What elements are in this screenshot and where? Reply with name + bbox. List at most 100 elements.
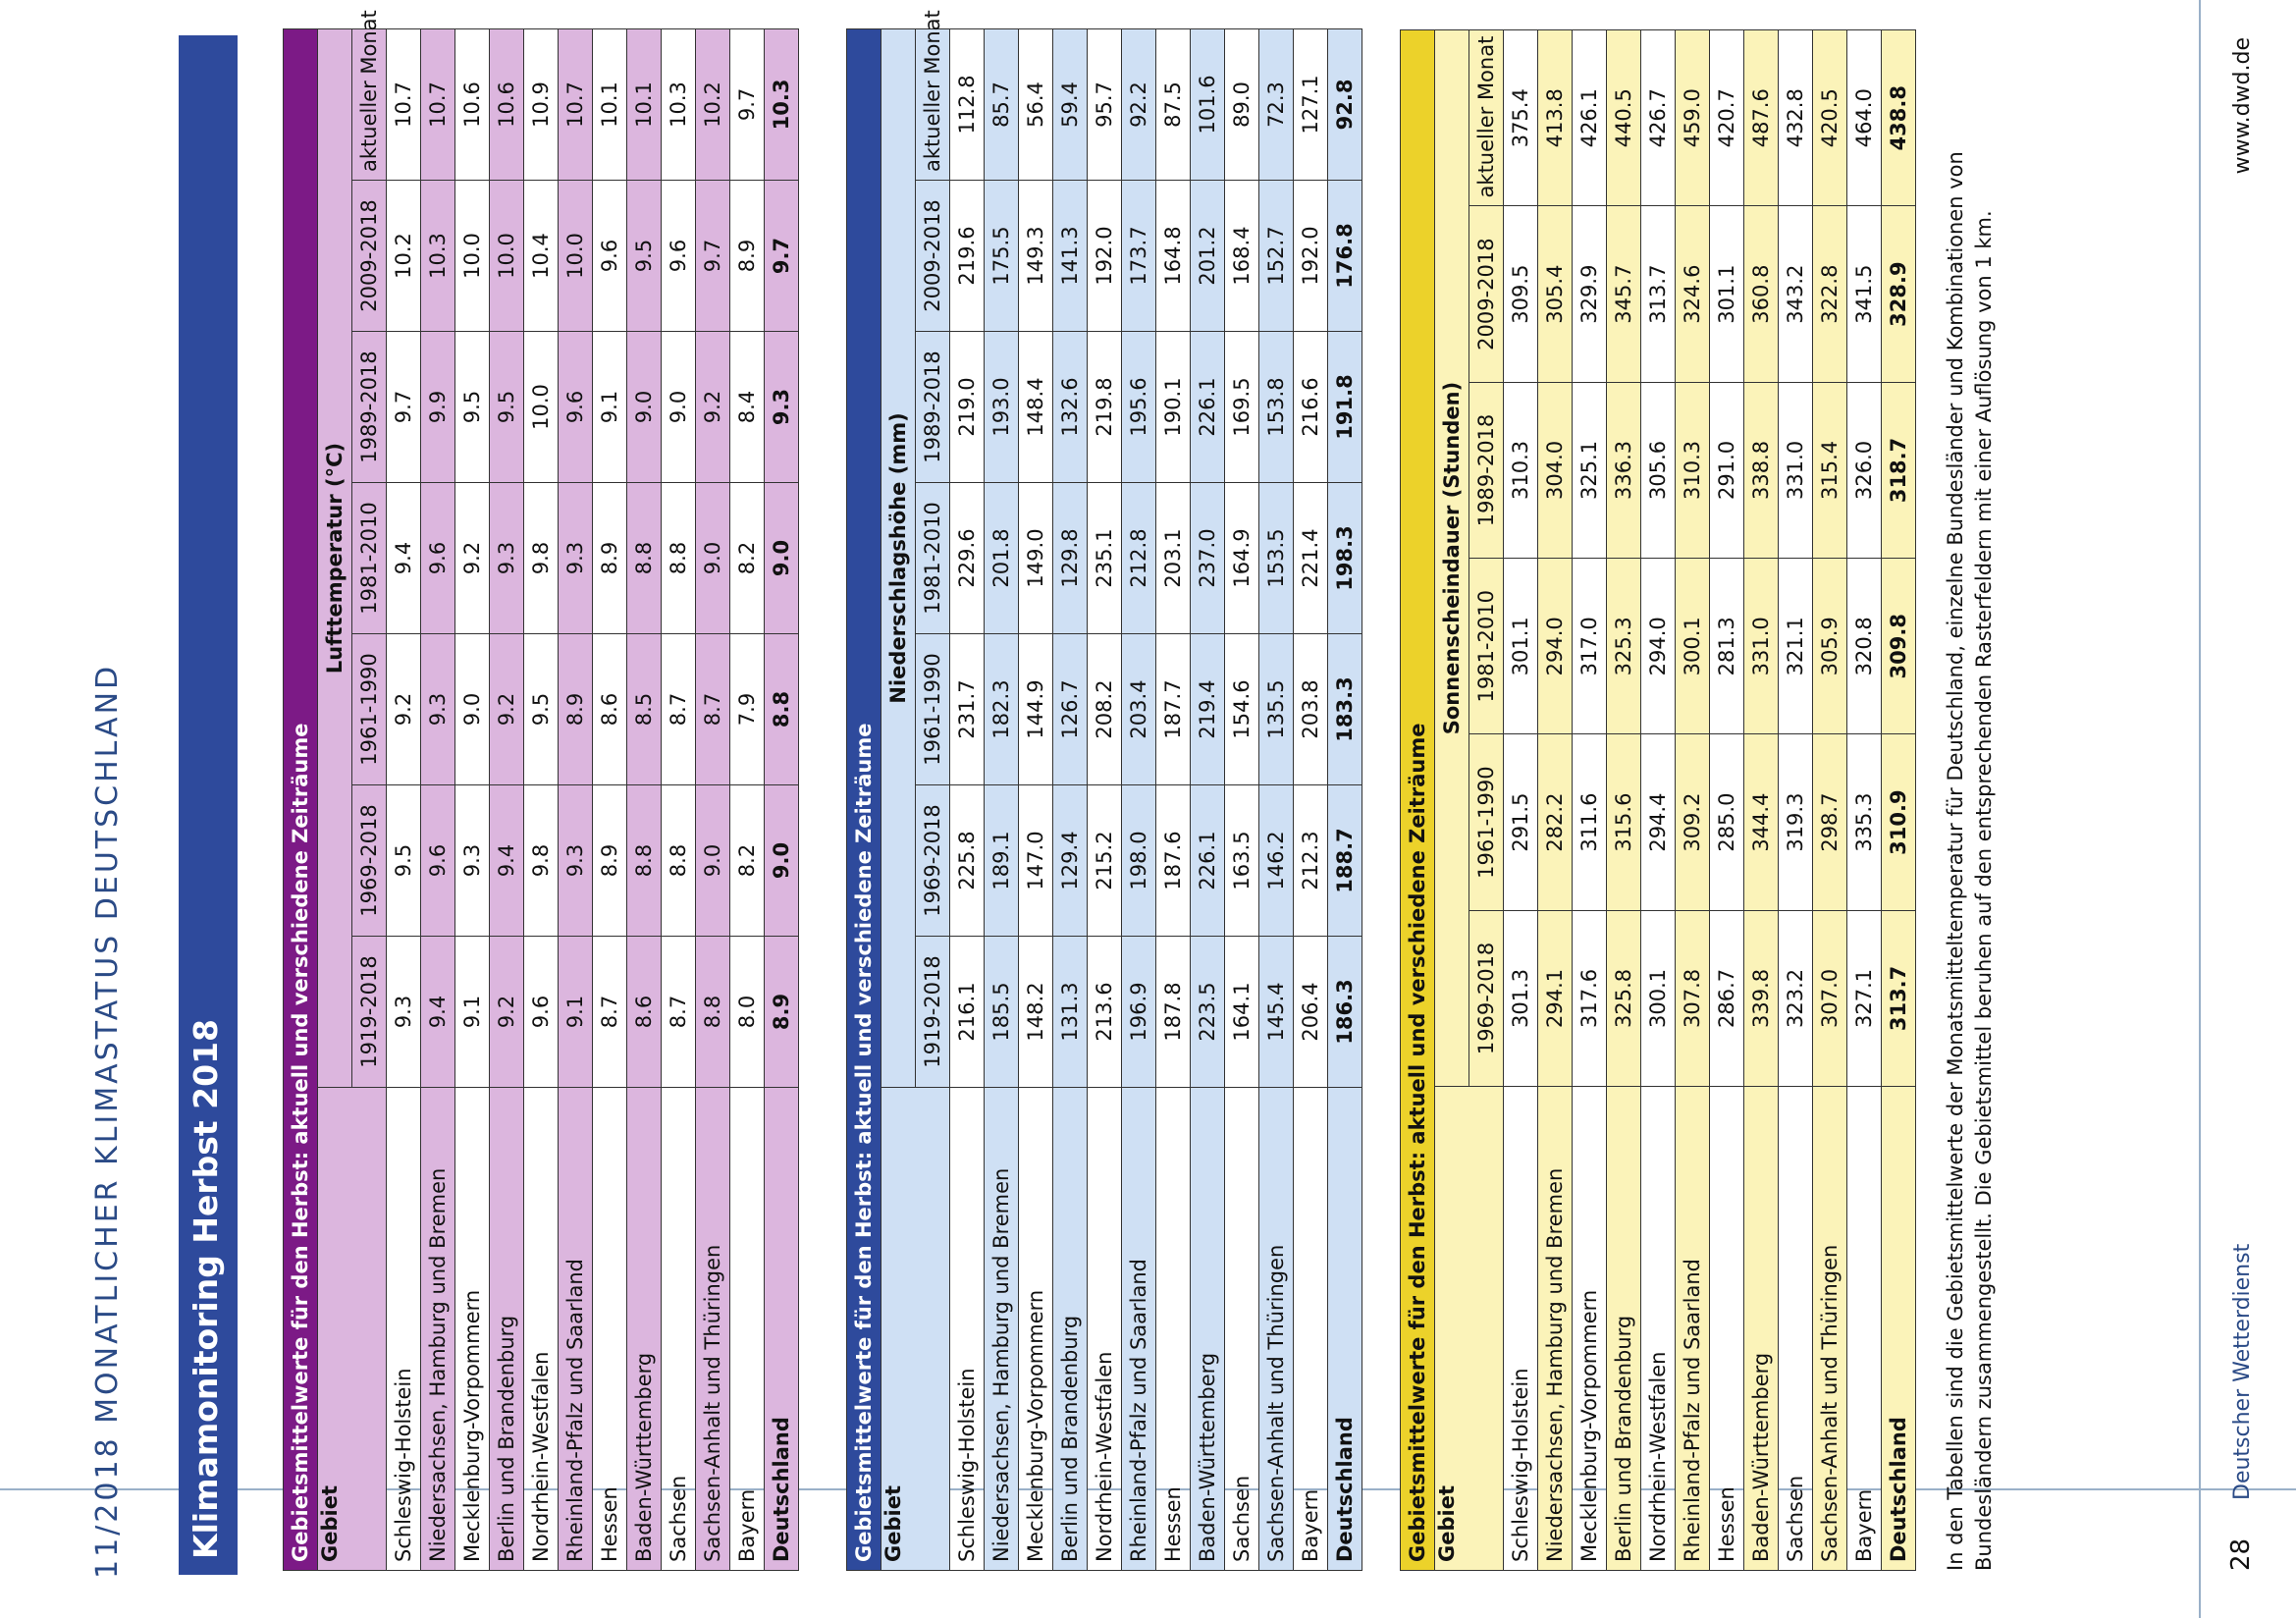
region-name: Niedersachsen, Hamburg und Bremen [420, 1087, 455, 1571]
table-cell: 8.4 [729, 331, 765, 483]
table-cell: 9.0 [454, 633, 490, 785]
table-cell: 226.1 [1190, 331, 1225, 483]
table-cell: 149.3 [1018, 180, 1053, 332]
region-name: Schleswig-Holstein [386, 1087, 421, 1571]
footer-organization: Deutscher Wetterdienst [2230, 1243, 2255, 1500]
region-name: Deutschland [764, 1087, 799, 1571]
table-cell: 10.6 [489, 28, 524, 181]
table-cell: 10.7 [558, 28, 593, 181]
table-caption: Gebietsmittelwerte für den Herbst: aktue… [1400, 29, 1435, 1571]
table-cell: 307.8 [1675, 910, 1710, 1087]
table-cell: 10.3 [661, 28, 696, 181]
table-cell: 182.3 [984, 633, 1019, 785]
table-cell: 339.8 [1743, 910, 1779, 1087]
table-cell: 226.1 [1190, 784, 1225, 937]
table-cell: 153.5 [1258, 482, 1294, 634]
table-cell: 9.2 [454, 482, 490, 634]
table-cell: 7.9 [729, 633, 765, 785]
table-cell: 145.4 [1258, 936, 1294, 1088]
table-cell: 187.7 [1155, 633, 1191, 785]
period-header: aktueller Monat [351, 10, 387, 181]
table-cell: 95.7 [1087, 28, 1122, 181]
table-cell: 149.0 [1018, 482, 1053, 634]
table-cell: 10.0 [489, 180, 524, 332]
region-name: Deutschland [1881, 1086, 1916, 1571]
period-header: 1981-2010 [351, 482, 387, 634]
page-title: Klimamonitoring Herbst 2018 [187, 1019, 225, 1559]
table-cell: 112.8 [949, 28, 985, 181]
period-header: 1961-1990 [1468, 733, 1504, 911]
region-name: Schleswig-Holstein [1503, 1086, 1538, 1571]
table-cell: 201.2 [1190, 180, 1225, 332]
region-name: Mecklenburg-Vorpommern [1018, 1087, 1053, 1571]
table-cell: 9.7 [386, 331, 421, 483]
data-table: Gebietsmittelwerte für den Herbst: aktue… [283, 10, 799, 1571]
table-cell: 152.7 [1258, 180, 1294, 332]
region-name: Hessen [1155, 1087, 1191, 1571]
region-name: Schleswig-Holstein [949, 1087, 985, 1571]
table-cell: 8.7 [661, 936, 696, 1088]
table-cell: 291.5 [1503, 733, 1538, 911]
table-cell: 426.7 [1640, 29, 1676, 206]
table-row: Baden-Württemberg 8.6 8.8 8.5 8.8 9.0 9.5 10.1 [626, 28, 662, 1571]
table-cell: 8.7 [695, 633, 730, 785]
table-cell: 183.3 [1327, 633, 1362, 785]
table-cell: 188.7 [1327, 784, 1362, 937]
table-cell: 85.7 [984, 28, 1019, 181]
table-caption-row: Gebietsmittelwerte für den Herbst: aktue… [1400, 29, 1435, 1571]
table-cell: 309.5 [1503, 205, 1538, 383]
data-table: Gebietsmittelwerte für den Herbst: aktue… [1400, 29, 1916, 1571]
region-name: Hessen [1709, 1086, 1744, 1571]
table-row: Sachsen 8.7 8.8 8.7 8.8 9.0 9.6 10.3 [661, 28, 696, 1571]
table-cell: 294.1 [1537, 910, 1573, 1087]
region-name: Sachsen-Anhalt und Thüringen [1258, 1087, 1294, 1571]
region-name: Deutschland [1327, 1087, 1362, 1571]
table-cell: 331.0 [1743, 558, 1779, 734]
table-cell: 319.3 [1778, 733, 1813, 911]
table-cell: 8.6 [626, 936, 662, 1088]
table-cell: 92.8 [1327, 28, 1362, 181]
table-total-row: Deutschland 8.9 9.0 8.8 9.0 9.3 9.7 10.3 [764, 28, 799, 1571]
table-cell: 231.7 [949, 633, 985, 785]
region-name: Sachsen-Anhalt und Thüringen [695, 1087, 730, 1571]
period-header: aktueller Monat [915, 10, 950, 181]
table-row: Berlin und Brandenburg 131.3 129.4 126.7 129… [1052, 28, 1088, 1571]
table-cell: 487.6 [1743, 29, 1779, 206]
table-cell: 301.1 [1709, 205, 1744, 383]
region-name: Rheinland-Pfalz und Saarland [558, 1087, 593, 1571]
table-row: Rheinland-Pfalz und Saarland 196.9 198.0 20… [1121, 28, 1156, 1571]
region-name: Sachsen [1224, 1087, 1259, 1571]
table-cell: 300.1 [1675, 558, 1710, 734]
table-cell: 9.1 [592, 331, 627, 483]
table-cell: 9.7 [729, 28, 765, 181]
table-cell: 420.7 [1709, 29, 1744, 206]
table-cell: 459.0 [1675, 29, 1710, 206]
table-cell: 325.3 [1606, 558, 1641, 734]
table-cell: 198.0 [1121, 784, 1156, 937]
table-cell: 164.9 [1224, 482, 1259, 634]
table-cell: 8.9 [592, 784, 627, 937]
table-cell: 285.0 [1709, 733, 1744, 911]
period-header: 2009-2018 [351, 180, 387, 332]
footer-url[interactable]: www.dwd.de [2230, 37, 2255, 175]
table-caption: Gebietsmittelwerte für den Herbst: aktue… [283, 28, 318, 1571]
period-header: 1981-2010 [1468, 558, 1504, 734]
table-cell: 375.4 [1503, 29, 1538, 206]
table-row: Rheinland-Pfalz und Saarland 307.8 309.2 30… [1675, 29, 1710, 1571]
region-name: Berlin und Brandenburg [489, 1087, 524, 1571]
gebiet-header: Gebiet [1434, 1086, 1504, 1571]
table-cell: 163.5 [1224, 784, 1259, 937]
table-row: Niedersachsen, Hamburg und Bremen 9.4 9.6 9… [420, 28, 455, 1571]
table-cell: 203.8 [1293, 633, 1328, 785]
table-cell: 294.4 [1640, 733, 1676, 911]
table-cell: 294.0 [1537, 558, 1573, 734]
region-name: Bayern [1846, 1086, 1882, 1571]
region-name: Niedersachsen, Hamburg und Bremen [984, 1087, 1019, 1571]
table-cell: 144.9 [1018, 633, 1053, 785]
table-cell: 135.5 [1258, 633, 1294, 785]
table-cell: 10.0 [558, 180, 593, 332]
table-cell: 8.2 [729, 784, 765, 937]
period-header: 1989-2018 [1468, 382, 1504, 559]
table-cell: 324.6 [1675, 205, 1710, 383]
table-cell: 311.6 [1572, 733, 1607, 911]
